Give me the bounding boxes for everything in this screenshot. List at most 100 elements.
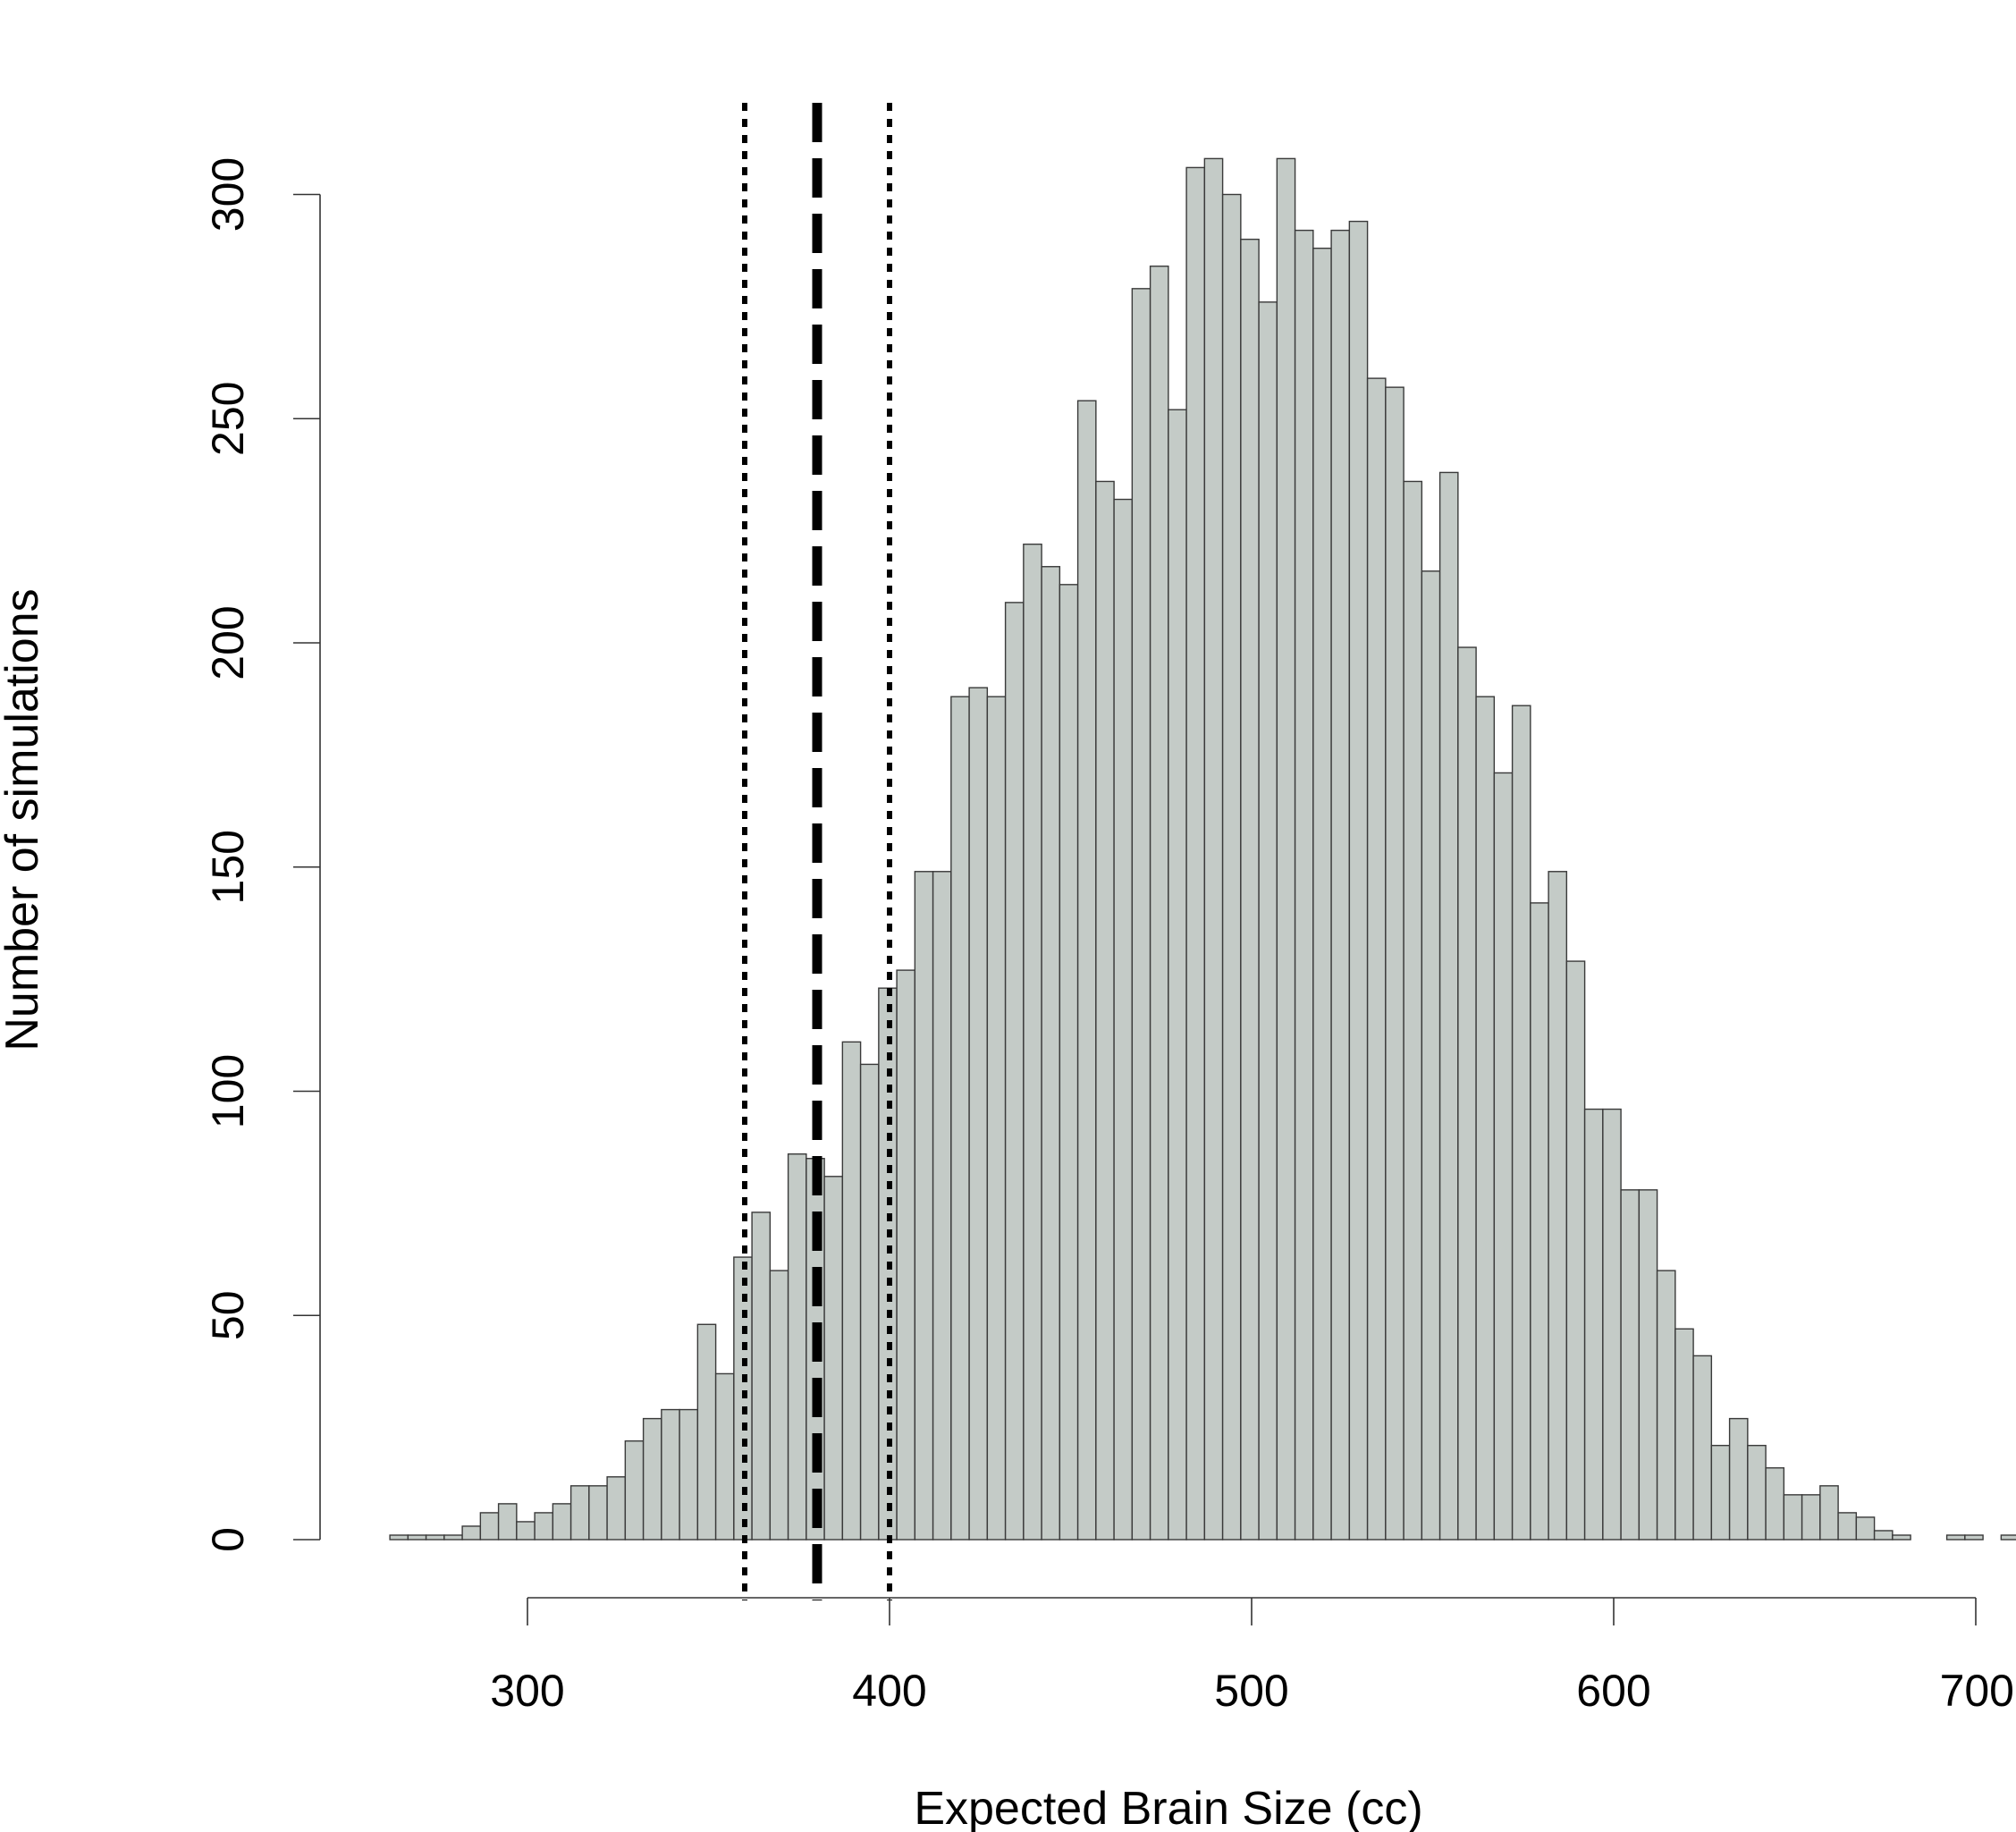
histogram-bar xyxy=(1149,266,1169,1541)
histogram-bar xyxy=(407,1534,427,1541)
histogram-bar xyxy=(1765,1467,1785,1541)
histogram-bar xyxy=(1385,386,1404,1541)
histogram-bar xyxy=(1801,1494,1821,1541)
histogram-bar xyxy=(1819,1485,1839,1541)
histogram-bar xyxy=(1548,871,1568,1541)
histogram-bar xyxy=(1240,238,1260,1541)
histogram-bar xyxy=(1837,1512,1858,1541)
histogram-bar xyxy=(1602,1108,1622,1541)
histogram-bar xyxy=(714,1372,735,1541)
histogram-bar xyxy=(1113,498,1134,1541)
histogram-bar xyxy=(932,871,952,1541)
histogram-bars xyxy=(389,157,2016,1541)
y-tick-label: 50 xyxy=(203,1290,253,1340)
histogram-bar xyxy=(1312,247,1332,1541)
histogram-bar xyxy=(642,1417,662,1541)
histogram-bar xyxy=(769,1270,789,1541)
histogram-bar xyxy=(534,1512,554,1541)
histogram-bar xyxy=(1620,1189,1641,1541)
histogram-bar xyxy=(859,1063,880,1541)
histogram-bar xyxy=(2000,1534,2016,1541)
histogram-bar xyxy=(1964,1534,1984,1541)
x-tick-label: 400 xyxy=(852,1666,926,1716)
histogram-bar xyxy=(1438,471,1459,1541)
histogram-bar xyxy=(1168,409,1187,1541)
histogram-bar xyxy=(950,696,970,1541)
histogram-bar xyxy=(1131,288,1151,1541)
histogram-bar xyxy=(1421,570,1441,1541)
histogram-bar xyxy=(443,1534,463,1541)
histogram-bar xyxy=(1076,400,1097,1541)
histogram-bar xyxy=(1747,1444,1767,1541)
histogram-bar xyxy=(569,1485,590,1541)
histogram-bar xyxy=(552,1503,572,1541)
histogram-bar xyxy=(823,1176,844,1541)
histogram-bar xyxy=(1348,220,1369,1541)
histogram-bar xyxy=(588,1485,608,1541)
histogram-bar xyxy=(1511,705,1531,1541)
y-tick-label: 100 xyxy=(203,1054,253,1128)
histogram-bar xyxy=(425,1534,445,1541)
histogram-bar xyxy=(1059,584,1079,1541)
reference-lines xyxy=(742,103,892,1600)
x-tick-label: 300 xyxy=(490,1666,564,1716)
histogram-bar xyxy=(1493,772,1514,1541)
histogram-bar xyxy=(461,1525,482,1541)
histogram-bar xyxy=(1403,480,1423,1541)
histogram-bar xyxy=(1692,1355,1713,1541)
histogram-bar xyxy=(1475,696,1496,1541)
histogram-bar xyxy=(1366,377,1387,1541)
histogram-bar xyxy=(389,1534,409,1541)
histogram-bar xyxy=(751,1211,772,1541)
histogram-bar xyxy=(1728,1417,1749,1541)
histogram-bar xyxy=(1004,602,1025,1541)
y-tick-label: 0 xyxy=(203,1527,253,1552)
histogram-bar xyxy=(914,871,934,1541)
histogram-bar xyxy=(1330,229,1351,1541)
histogram-bar xyxy=(679,1408,699,1541)
histogram-bar xyxy=(1583,1108,1604,1541)
histogram-bar xyxy=(1023,543,1042,1541)
x-tick-label: 700 xyxy=(1940,1666,2014,1716)
histogram-bar xyxy=(1638,1189,1658,1541)
y-tick-label: 250 xyxy=(203,382,253,456)
histogram-bar xyxy=(1276,157,1296,1541)
histogram-bar xyxy=(516,1521,536,1541)
histogram-bar xyxy=(1855,1516,1876,1541)
histogram-bar xyxy=(1294,229,1314,1541)
histogram-bar xyxy=(841,1041,862,1541)
x-tick-label: 500 xyxy=(1214,1666,1288,1716)
histogram-bar xyxy=(479,1512,500,1541)
histogram-bar xyxy=(787,1153,807,1541)
histogram-bar xyxy=(1095,480,1115,1541)
y-tick-label: 150 xyxy=(203,830,253,904)
histogram-bar xyxy=(1873,1530,1894,1541)
histogram-bar xyxy=(1457,646,1477,1541)
x-tick-label: 600 xyxy=(1576,1666,1650,1716)
histogram-bar xyxy=(1203,157,1224,1541)
histogram-bar xyxy=(1221,193,1242,1541)
histogram-bar xyxy=(1565,960,1586,1541)
histogram-bar xyxy=(1041,566,1061,1541)
x-axis-title: Expected Brain Size (cc) xyxy=(914,1783,1422,1832)
y-tick-label: 300 xyxy=(203,157,253,232)
histogram-bar xyxy=(1530,902,1549,1541)
histogram-bar xyxy=(1674,1328,1694,1541)
histogram-bar xyxy=(1258,301,1278,1541)
histogram-bar xyxy=(1892,1534,1911,1541)
histogram-bar xyxy=(624,1439,645,1541)
y-axis-title: Number of simulations xyxy=(0,588,48,1051)
histogram-bar xyxy=(606,1476,627,1541)
y-axis: 0 50 100 150 200 250 300 xyxy=(203,157,321,1552)
histogram-bar xyxy=(696,1323,717,1541)
histogram-bar xyxy=(497,1503,518,1541)
histogram-bar xyxy=(968,687,989,1541)
histogram-bar xyxy=(661,1408,680,1541)
histogram-bar xyxy=(1656,1270,1676,1541)
x-axis: 300 400 500 600 700 xyxy=(490,1597,2014,1716)
histogram-bar xyxy=(1710,1444,1731,1541)
histogram-bar xyxy=(986,696,1007,1541)
y-tick-label: 200 xyxy=(203,605,253,680)
